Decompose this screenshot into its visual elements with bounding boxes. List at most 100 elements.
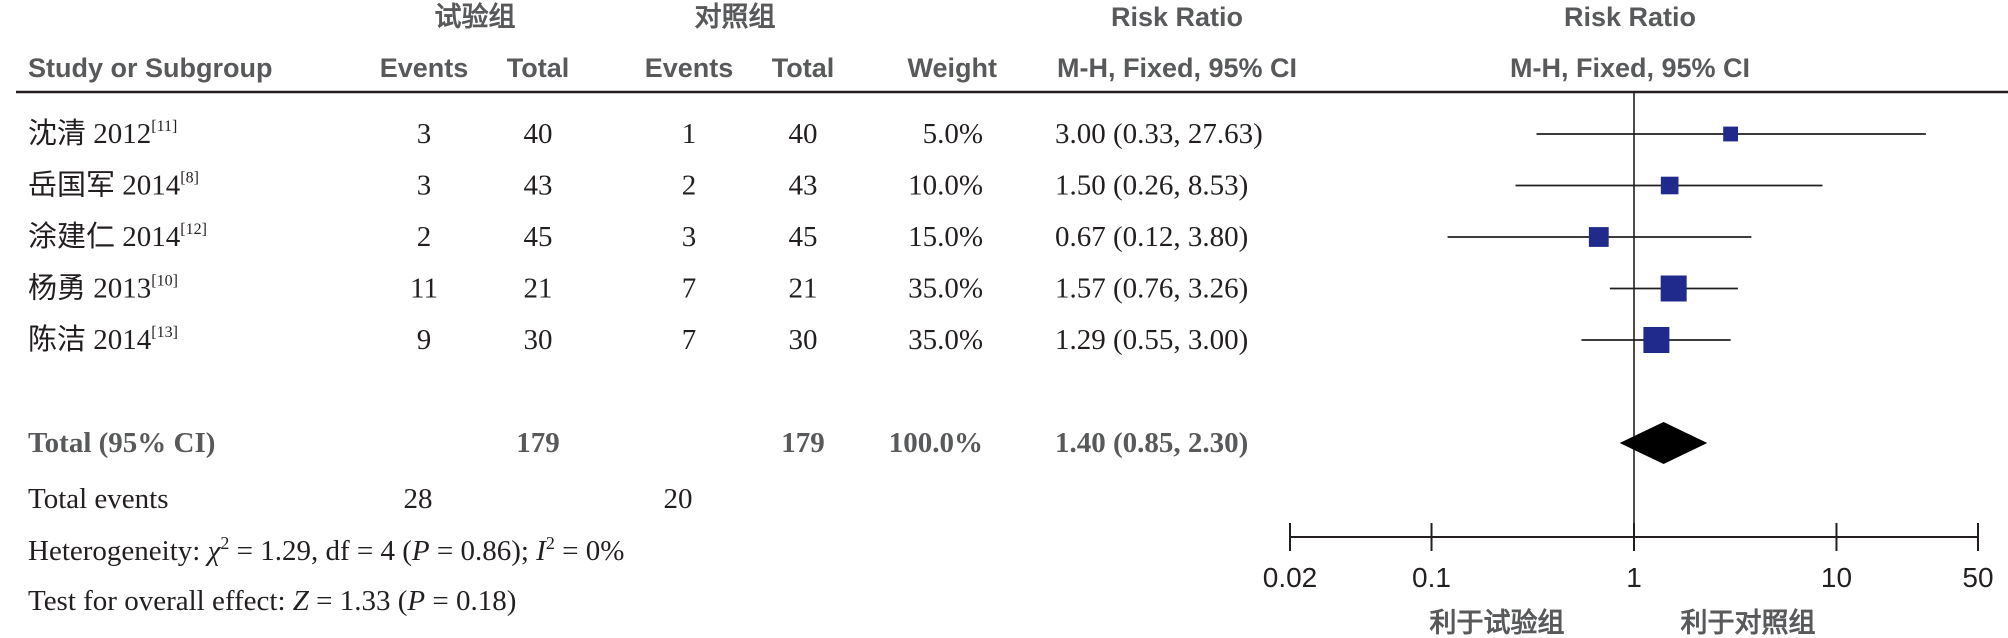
overall-p: P — [406, 585, 425, 617]
heterogeneity-i-sup: 2 — [546, 533, 555, 553]
total-weight: 100.0% — [889, 427, 983, 459]
heterogeneity-chi-value: = 1.29, df = 4 ( — [229, 535, 412, 567]
heterogeneity-prefix: Heterogeneity: — [28, 535, 208, 567]
study-exp-events: 3 — [417, 170, 432, 202]
study-name-text: 陈洁 2014 — [28, 323, 152, 356]
study-weight: 5.0% — [923, 118, 983, 150]
study-markers — [1588, 126, 1739, 353]
study-reference: [11] — [151, 118, 177, 135]
weight-column-header: Weight — [908, 53, 998, 83]
x-axis-tick-label: 1 — [1626, 562, 1642, 593]
study-exp-total: 30 — [524, 324, 553, 356]
study-weight: 35.0% — [908, 273, 983, 305]
study-ci-text: 0.67 (0.12, 3.80) — [1055, 221, 1248, 253]
favours-experimental-label: 利于试验组 — [1430, 607, 1565, 638]
risk-ratio-column-title: Risk Ratio — [1111, 2, 1243, 32]
heterogeneity-p: P — [411, 535, 430, 567]
x-axis-tick-label: 0.02 — [1263, 562, 1318, 593]
study-exp-events: 9 — [417, 324, 432, 356]
study-exp-total: 40 — [524, 118, 553, 150]
heterogeneity-i-value: = 0% — [555, 535, 625, 567]
study-ctl-total: 30 — [789, 324, 818, 356]
x-axis-tick-label: 50 — [1962, 562, 1993, 593]
x-axis-tick-label: 10 — [1821, 562, 1852, 593]
plot-method-header: M-H, Fixed, 95% CI — [1510, 53, 1750, 83]
study-marker — [1660, 176, 1679, 195]
study-reference: [13] — [151, 324, 178, 341]
confidence-intervals — [1447, 133, 1926, 341]
study-ci-text: 1.57 (0.76, 3.26) — [1055, 273, 1248, 305]
study-exp-events: 3 — [417, 118, 432, 150]
study-reference: [12] — [180, 221, 207, 238]
overall-p-value: = 0.18) — [425, 585, 516, 617]
study-weight: 35.0% — [908, 324, 983, 356]
study-exp-total: 21 — [524, 273, 553, 305]
study-ci-text: 1.50 (0.26, 8.53) — [1055, 170, 1248, 202]
total-label: Total (95% CI) — [28, 427, 215, 459]
study-name-text: 岳国军 2014 — [28, 170, 181, 202]
study-name: 岳国军 2014[8] — [28, 170, 199, 202]
study-reference: [10] — [151, 273, 178, 290]
total-ctl-total: 179 — [781, 427, 825, 459]
overall-z-value: = 1.33 ( — [309, 585, 408, 617]
heterogeneity-chi: χ — [205, 535, 222, 567]
study-ctl-events: 7 — [682, 324, 697, 356]
study-name-text: 涂建仁 2014 — [28, 220, 181, 253]
study-exp-total: 45 — [524, 221, 553, 253]
control-group-header: 对照组 — [695, 1, 776, 33]
heterogeneity-p-value: = 0.86); — [430, 535, 537, 567]
study-marker — [1588, 227, 1609, 247]
study-column-header: Study or Subgroup — [28, 53, 272, 83]
study-ci-text: 1.29 (0.55, 3.00) — [1055, 324, 1248, 356]
heterogeneity-chi-sup: 2 — [220, 533, 229, 553]
total-events-ctl: 20 — [664, 483, 693, 515]
exp-events-column-header: Events — [380, 53, 469, 83]
total-exp-total: 179 — [516, 427, 560, 459]
study-name-text: 沈清 2012 — [28, 117, 151, 150]
study-ci-text: 3.00 (0.33, 27.63) — [1055, 118, 1263, 150]
summary-diamond — [1619, 422, 1708, 464]
study-ctl-total: 45 — [789, 221, 818, 253]
heterogeneity-i: I — [535, 535, 547, 567]
study-table: 沈清 2012[11] 3 40 1 40 5.0% 3.00 (0.33, 27.63) 岳… — [28, 117, 1263, 356]
experimental-group-header: 试验组 — [435, 1, 516, 33]
study-ctl-events: 2 — [682, 170, 697, 202]
study-ctl-events: 7 — [682, 273, 697, 305]
favours-control-label: 利于对照组 — [1681, 607, 1816, 638]
total-events-exp: 28 — [404, 483, 433, 515]
study-ctl-total: 43 — [789, 170, 818, 202]
x-axis-tick-labels: 0.02 0.1 1 10 50 — [1263, 562, 1994, 593]
study-name: 陈洁 2014[13] — [28, 323, 178, 356]
study-name: 杨勇 2013[10] — [28, 272, 178, 305]
forest-plot-area: 0.02 0.1 1 10 50 利于试验组 利于对照组 — [1263, 92, 1994, 638]
study-reference: [8] — [180, 170, 199, 187]
exp-total-column-header: Total — [507, 53, 570, 83]
study-ctl-total: 21 — [789, 273, 818, 305]
x-axis-tick-label: 0.1 — [1412, 562, 1451, 593]
study-marker — [1723, 126, 1739, 142]
study-name-text: 杨勇 2013 — [28, 272, 151, 305]
overall-z: Z — [293, 585, 310, 617]
study-ctl-events: 3 — [682, 221, 697, 253]
overall-prefix: Test for overall effect: — [28, 585, 293, 617]
ctl-events-column-header: Events — [645, 53, 734, 83]
study-weight: 10.0% — [908, 170, 983, 202]
study-marker — [1660, 275, 1687, 302]
study-ctl-total: 40 — [789, 118, 818, 150]
study-exp-total: 43 — [524, 170, 553, 202]
total-events-label: Total events — [28, 483, 169, 515]
ctl-total-column-header: Total — [772, 53, 835, 83]
study-name: 涂建仁 2014[12] — [28, 220, 207, 253]
study-name: 沈清 2012[11] — [28, 117, 177, 150]
study-ctl-events: 1 — [682, 118, 697, 150]
x-axis-ticks — [1289, 523, 1979, 551]
study-marker — [1643, 327, 1670, 353]
study-exp-events: 11 — [410, 273, 438, 305]
risk-ratio-plot-title: Risk Ratio — [1564, 2, 1696, 32]
method-column-header: M-H, Fixed, 95% CI — [1057, 53, 1297, 83]
study-exp-events: 2 — [417, 221, 432, 253]
total-ci-text: 1.40 (0.85, 2.30) — [1055, 427, 1248, 459]
study-weight: 15.0% — [908, 221, 983, 253]
overall-effect-text: Test for overall effect: Z = 1.33 (P = 0… — [28, 585, 516, 617]
